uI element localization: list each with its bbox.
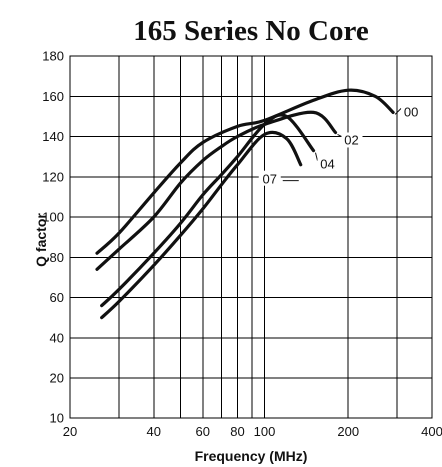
x-tick-label: 200 [337, 424, 359, 439]
y-tick-label: 60 [50, 290, 64, 305]
series-labels: 00 02 04 07 [258, 104, 423, 187]
series-label-text: 07 [263, 172, 277, 187]
x-tick-label: 20 [63, 424, 77, 439]
x-tick-label: 60 [196, 424, 210, 439]
label-bg-00 [401, 104, 423, 120]
series-label-04: 04 [314, 152, 339, 172]
x-axis-label: Frequency (MHz) [195, 448, 308, 464]
label-bg-07 [258, 170, 281, 186]
curve-00 [95, 88, 395, 255]
y-tick-label: 10 [50, 411, 64, 426]
curve-04 [100, 113, 316, 308]
y-tick-label: 160 [42, 89, 64, 104]
label-bg-04 [317, 156, 339, 172]
series-label-07: 07 [258, 170, 299, 187]
leader-line-02 [337, 134, 342, 137]
series-label-text: 00 [404, 104, 418, 119]
x-tick-label: 40 [147, 424, 161, 439]
y-tick-label: 100 [42, 210, 64, 225]
y-tick-label: 20 [50, 371, 64, 386]
y-tick-label: 180 [42, 49, 64, 64]
q-factor-curves [95, 88, 395, 320]
grid-lines [69, 55, 433, 419]
label-bg-02 [341, 132, 363, 148]
y-tick-label: 120 [42, 169, 64, 184]
leader-line-04 [314, 152, 318, 161]
series-label-00: 00 [394, 104, 423, 120]
chart-title: 165 Series No Core [133, 15, 369, 47]
x-tick-label: 80 [230, 424, 244, 439]
y-tick-label: 40 [50, 330, 64, 345]
series-label-text: 04 [320, 157, 334, 172]
y-axis-label: Q factor [33, 213, 49, 267]
y-tick-label: 80 [50, 250, 64, 265]
leader-line-00 [394, 107, 402, 115]
series-label-text: 02 [344, 132, 358, 147]
y-tick-label: 140 [42, 129, 64, 144]
x-tick-label: 100 [254, 424, 276, 439]
series-label-02: 02 [337, 132, 363, 148]
plot-frame [69, 55, 433, 419]
curve-07 [100, 130, 303, 320]
x-tick-label: 400 [421, 424, 442, 439]
